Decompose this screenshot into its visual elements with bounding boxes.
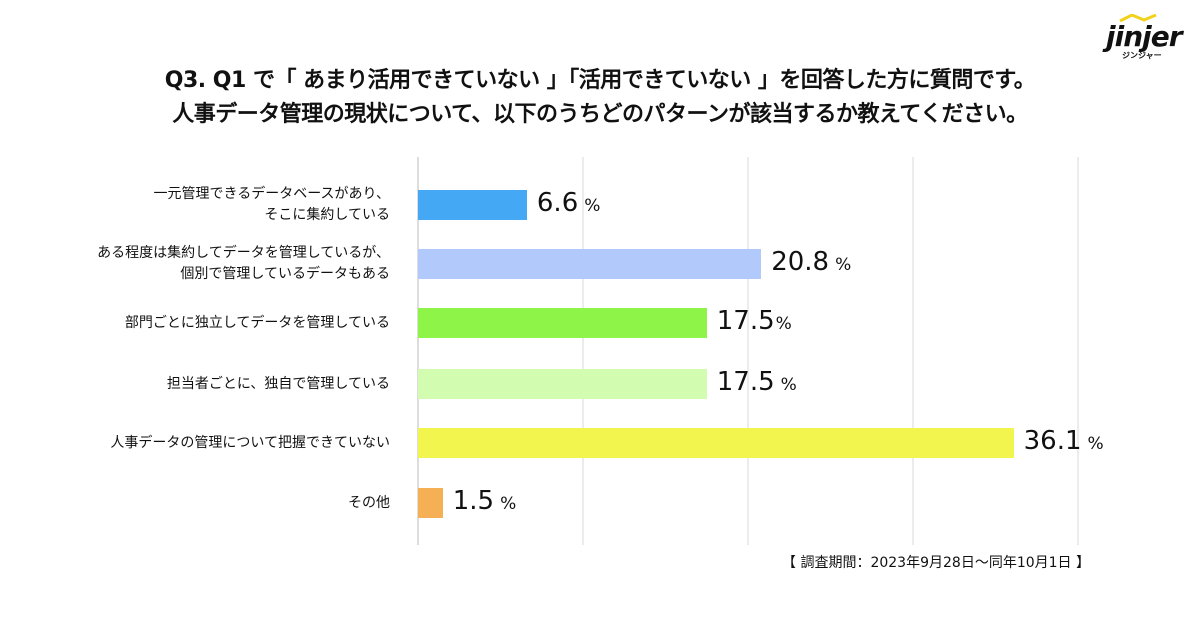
category-label: 部門ごとに独立してデータを管理している	[124, 314, 390, 331]
category-label: 一元管理できるデータベースがあり、 そこに集約している	[153, 186, 390, 223]
data-label: 36.1%	[1023, 426, 1104, 456]
data-label: 17.5%	[716, 306, 792, 336]
category-label: 担当者ごとに、独自で管理している	[166, 375, 390, 392]
chart-title-line-1: Q3. Q1 で「 あまり活用できていない 」「活用できていない 」を回答した方…	[164, 68, 1036, 93]
jinjer-logo: jinjer ジンジャー	[1100, 6, 1190, 60]
bar	[418, 249, 762, 279]
bar	[418, 190, 527, 220]
data-label: 6.6%	[536, 188, 601, 218]
logo-wordmark: jinjer	[1106, 20, 1183, 53]
category-label: その他	[348, 494, 390, 511]
bar	[418, 428, 1014, 458]
bar	[418, 369, 707, 399]
survey-period-note: 【 調査期間：2023年9月28日〜同年10月1日 】	[782, 555, 1090, 571]
data-label: 20.8%	[771, 247, 852, 277]
chart-title-line-2: 人事データ管理の現状について、以下のうちどのパターンが該当するか教えてください。	[172, 102, 1028, 127]
category-label: 人事データの管理について把握できていない	[110, 434, 390, 451]
category-label: ある程度は集約してデータを管理しているが、 個別で管理しているデータもある	[97, 245, 390, 282]
data-label: 17.5%	[716, 367, 797, 397]
logo-subtext: ジンジャー	[1122, 51, 1162, 60]
bar	[418, 308, 707, 338]
logo-roof-mark	[1119, 14, 1157, 22]
data-label: 1.5%	[452, 486, 517, 516]
bar	[418, 488, 443, 518]
